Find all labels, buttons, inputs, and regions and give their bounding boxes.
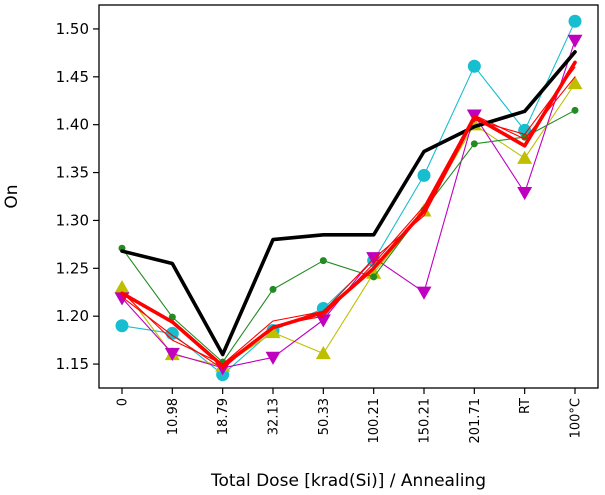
data-point [567,76,583,90]
series-8 [120,60,577,368]
data-point [265,351,281,365]
data-point [315,314,331,328]
y-axis-label: On [2,184,22,208]
y-tick-label: 1.45 [56,68,89,86]
x-tick-label: 100.21 [367,398,382,444]
x-tick-label: 100°C [569,398,584,438]
data-point [567,34,583,48]
x-tick-label: RT [518,398,533,414]
series-line [121,20,576,376]
data-point [417,168,431,182]
series-1 [115,14,582,382]
series-line [121,66,576,365]
x-tick-label: 10.98 [166,398,181,435]
series-line [120,60,577,368]
series-line [120,50,577,357]
series-line [121,82,576,367]
data-point [115,319,129,333]
data-point [370,273,378,281]
series-2 [114,76,583,372]
y-tick-label: 1.30 [56,211,89,229]
data-point [568,14,582,28]
data-point [517,187,533,201]
series-line [121,109,576,363]
data-point [315,346,331,360]
data-point [470,140,478,148]
x-tick-label: 150.21 [418,398,433,444]
axes-frame [98,4,599,389]
series-3 [114,34,583,376]
y-axis: 1.15 1.20 1.25 1.30 1.35 1.40 1.45 1.50 [56,20,99,373]
y-tick-label: 1.25 [56,259,89,277]
series-line [121,76,576,370]
data-point [319,257,327,265]
data-point [114,279,130,294]
data-point [521,133,529,141]
data-point [265,324,281,339]
x-axis-label: Total Dose [krad(Si)] / Annealing [210,471,486,491]
data-point [164,347,180,362]
data-point [571,106,579,114]
y-tick-label: 1.35 [56,164,89,182]
x-tick-label: 32.13 [267,398,282,435]
y-tick-label: 1.20 [56,307,89,325]
data-point [416,286,432,300]
data-point [517,150,533,164]
y-tick-label: 1.40 [56,116,89,134]
x-tick-label: 50.33 [317,398,332,435]
data-point [467,59,481,73]
series-5 [121,76,576,370]
x-tick-label: 0 [116,398,131,406]
series-line [121,39,576,369]
data-point [269,285,277,293]
series-layer [114,14,583,382]
y-tick-label: 1.15 [56,355,89,373]
x-tick-label: 18.79 [216,398,231,435]
x-axis: 0 10.98 18.79 32.13 50.33 100.21 150.21 201.71 R… [116,388,584,444]
x-tick-label: 201.71 [468,398,483,444]
series-7 [120,50,577,357]
series-4 [118,106,579,366]
y-tick-label: 1.50 [56,20,89,38]
series-6 [121,66,576,365]
